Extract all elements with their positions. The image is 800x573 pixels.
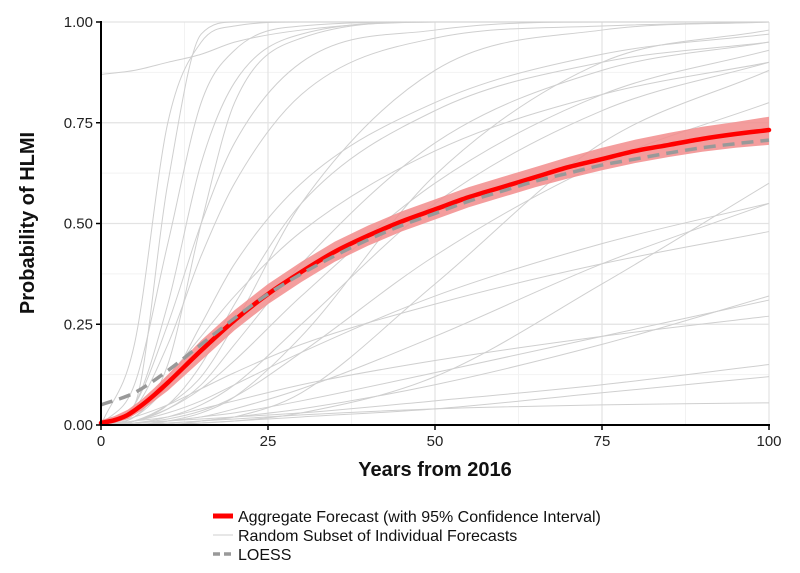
individual-forecast-line xyxy=(100,21,769,426)
legend: Aggregate Forecast (with 95% Confidence … xyxy=(213,509,601,564)
individual-forecast-line xyxy=(100,202,770,426)
individual-forecast-line xyxy=(100,21,770,426)
y-tick-label: 0.50 xyxy=(64,216,93,233)
confidence-band-layer xyxy=(101,116,769,425)
loess-line xyxy=(100,138,770,407)
individual-forecast-line xyxy=(100,364,770,426)
x-tick-label: 25 xyxy=(260,433,277,450)
y-tick-label: 0.25 xyxy=(64,316,93,333)
x-tick-label: 75 xyxy=(594,433,611,450)
individual-forecast-line xyxy=(100,61,770,426)
aggregate-forecast-line xyxy=(98,127,772,426)
confidence-interval-band xyxy=(101,116,769,425)
y-tick-label: 1.00 xyxy=(64,14,93,31)
y-tick-label: 0.00 xyxy=(64,417,93,434)
loess-layer xyxy=(100,138,770,407)
individual-forecast-line xyxy=(100,49,770,426)
legend-label-individual: Random Subset of Individual Forecasts xyxy=(238,528,517,545)
legend-label-aggregate: Aggregate Forecast (with 95% Confidence … xyxy=(238,509,601,526)
individual-forecast-line xyxy=(100,315,770,426)
y-axis-title: Probability of HLMI xyxy=(17,132,39,314)
x-tick-label: 100 xyxy=(756,433,781,450)
tick-labels: 0 25 50 75 100 0.00 0.25 0.50 0.75 1.00 xyxy=(64,14,782,450)
x-axis-title: Years from 2016 xyxy=(358,459,511,481)
individual-forecast-line xyxy=(100,21,770,426)
x-tick-label: 0 xyxy=(97,433,105,450)
individual-forecast-line xyxy=(100,231,770,426)
y-tick-label: 0.75 xyxy=(64,115,93,132)
x-tick-label: 50 xyxy=(427,433,444,450)
individual-forecast-line xyxy=(100,41,770,426)
legend-label-loess: LOESS xyxy=(238,547,291,564)
aggregate-forecast-layer xyxy=(98,127,772,426)
